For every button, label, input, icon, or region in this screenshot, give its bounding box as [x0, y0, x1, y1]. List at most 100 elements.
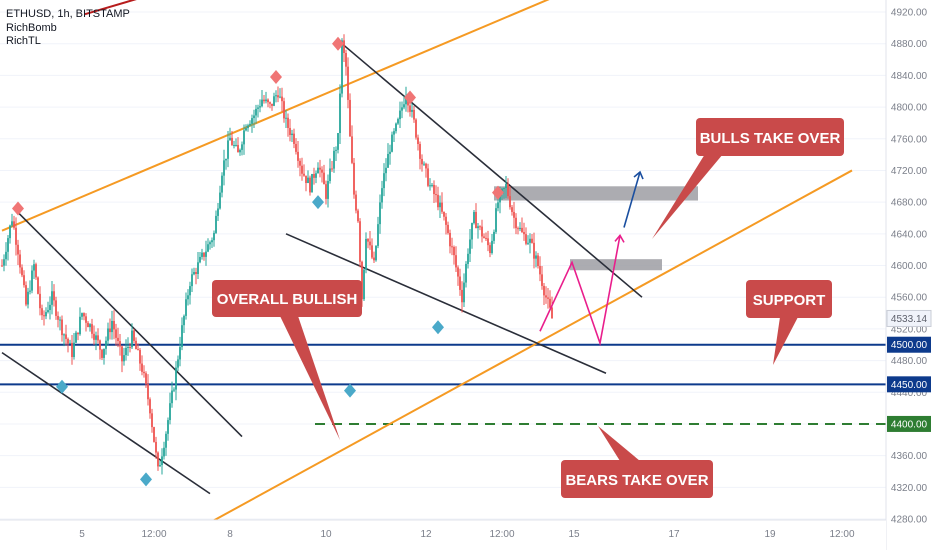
top-pivot-marker-4 — [492, 185, 504, 200]
up-arrow-head — [633, 170, 644, 180]
candle-body — [491, 240, 493, 254]
candle — [349, 93, 351, 137]
candle-body — [301, 165, 303, 174]
x-tick-label: 19 — [764, 529, 776, 540]
candle — [287, 113, 289, 137]
y-axis-ticks: 4920.00 4880.00 4840.00 4800.00 4760.00 4720.… — [891, 8, 928, 526]
candle — [327, 174, 329, 208]
candle — [87, 320, 89, 328]
y-tick-label: 4320.00 — [891, 483, 928, 494]
candle-body — [471, 223, 473, 240]
candle — [471, 222, 473, 249]
candle — [7, 234, 9, 261]
candle-body — [459, 276, 461, 290]
candle-body — [325, 184, 327, 199]
candle-body — [397, 119, 399, 124]
candle — [375, 245, 377, 262]
candle — [75, 330, 77, 344]
projection-line — [539, 235, 621, 347]
candle — [421, 154, 423, 172]
candle-body — [123, 355, 125, 362]
candle-body — [31, 270, 33, 291]
candle-body — [497, 202, 499, 209]
candle — [485, 232, 487, 242]
candle — [451, 237, 453, 256]
up-arrow-line — [623, 171, 641, 228]
candle — [53, 284, 55, 307]
red-trend-line — [84, 0, 137, 16]
candle — [15, 217, 17, 256]
candle — [213, 230, 215, 247]
callout-support-text: SUPPORT — [753, 292, 826, 309]
candle-body — [217, 208, 219, 216]
candle — [391, 131, 393, 153]
candle-body — [329, 168, 331, 182]
candle — [65, 324, 67, 346]
candle-body — [5, 251, 7, 260]
candle-body — [111, 320, 113, 333]
candle — [187, 289, 189, 306]
zone-1 — [570, 259, 662, 271]
candle-body — [533, 242, 535, 259]
candle — [19, 249, 21, 274]
candle-body — [493, 231, 495, 241]
candle-body — [373, 257, 375, 261]
candle-body — [113, 320, 115, 330]
candle-body — [97, 335, 99, 341]
candle — [529, 233, 531, 254]
candle — [387, 143, 389, 168]
candle — [241, 141, 243, 156]
candle-body — [45, 312, 47, 317]
candle — [229, 127, 231, 141]
candle — [431, 183, 433, 188]
candle — [29, 280, 31, 295]
candle-body — [377, 224, 379, 246]
candle-body — [69, 342, 71, 344]
candle — [423, 161, 425, 166]
bottom-pivot-marker-4 — [432, 320, 444, 335]
candle-body — [405, 95, 407, 105]
candle — [489, 242, 491, 258]
candle-body — [477, 226, 479, 229]
candle-body — [95, 335, 97, 340]
candle-body — [457, 267, 459, 277]
candle — [331, 160, 333, 172]
candle — [57, 311, 59, 328]
candle-body — [237, 144, 239, 153]
candle-body — [335, 149, 337, 151]
candlesticks — [1, 34, 553, 475]
x-tick-label: 12:00 — [489, 529, 514, 540]
candle-body — [145, 373, 147, 385]
candle — [429, 178, 431, 191]
candle — [173, 387, 175, 393]
candle-body — [387, 153, 389, 168]
candle-body — [215, 215, 217, 233]
candle-body — [327, 181, 329, 199]
candle — [1, 259, 3, 267]
candle — [457, 265, 459, 286]
candle-body — [181, 325, 183, 348]
candle-body — [129, 347, 131, 349]
candle — [113, 310, 115, 340]
price-tags: 4500.00 4450.00 4400.00 4533.14 — [886, 309, 932, 432]
x-tick-label: 10 — [320, 529, 332, 540]
candle-body — [303, 173, 305, 176]
candle-body — [133, 330, 135, 341]
candle-body — [249, 123, 251, 126]
candle — [69, 339, 71, 344]
candle — [403, 96, 405, 110]
candle-body — [361, 261, 363, 300]
candle-body — [53, 291, 55, 301]
candle-body — [535, 255, 537, 259]
candle — [291, 129, 293, 143]
candle-body — [127, 347, 129, 349]
candle-body — [305, 175, 307, 184]
candle — [307, 170, 309, 184]
price-tag-text: 4400.00 — [891, 419, 928, 430]
candle-body — [371, 245, 373, 258]
candle — [461, 281, 463, 313]
candle-body — [247, 125, 249, 129]
candle-body — [143, 371, 145, 374]
